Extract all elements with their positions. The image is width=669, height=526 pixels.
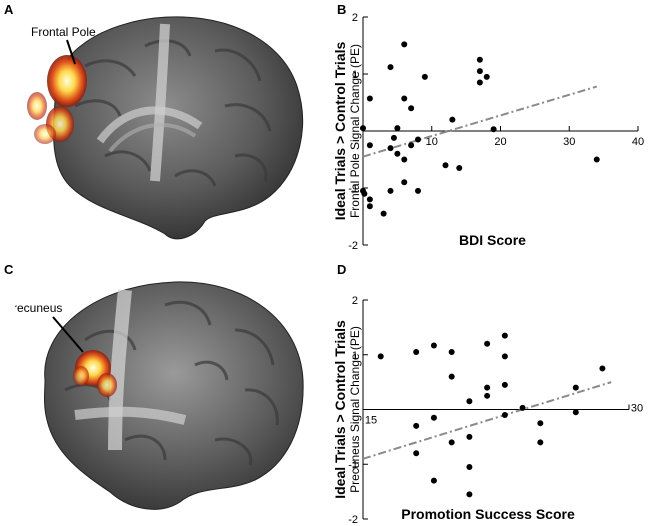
data-point [448,373,455,380]
y-tick-label: -1 [348,183,358,195]
data-point [366,203,373,210]
data-point [401,95,408,102]
data-point [449,116,456,123]
data-point [484,392,491,399]
data-point [408,105,415,112]
data-point [390,134,397,141]
data-point [442,162,449,169]
data-point [593,156,600,163]
data-point [366,196,373,203]
data-point [484,384,491,391]
data-point [501,332,508,339]
data-point [408,142,415,149]
scatter-chart-promotion: 2 1 -1 -2 15 30 Ideal Trials > Control Trials… [335,295,643,524]
data-point [380,210,387,217]
data-point [413,422,420,429]
data-point [466,433,473,440]
data-point [537,439,544,446]
data-point [366,142,373,149]
y-tick-label: 1 [352,69,358,81]
x-tick-label: 10 [426,136,438,148]
y-axis-title-main: Ideal Trials > Control Trials [335,42,348,221]
data-point [466,463,473,470]
data-point [456,165,463,172]
scatter-chart-bdi: 2 1 -1 -2 10 20 30 40 Ideal Trials > Control Tr… [335,12,644,252]
data-point [476,68,483,75]
data-point [394,125,401,132]
data-point [387,64,394,71]
data-point [501,353,508,360]
x-tick-label: 30 [563,136,575,148]
brain-label-precuneus: Precuneus [15,301,62,315]
activation-frontal-pole [47,55,87,107]
data-point [484,340,491,347]
panel-letter-b: B [337,2,347,17]
data-point [501,381,508,388]
data-point [413,349,420,356]
data-point [401,156,408,163]
x-tick-label: 20 [494,136,506,148]
panel-letter-d: D [337,262,347,277]
x-axis-title: BDI Score [459,232,526,248]
data-point [361,190,368,197]
data-point [483,73,490,80]
data-point [360,125,366,132]
panel-letter-a: A [4,2,14,17]
y-axis-title-sub: Frontal Pole Signal Change (PE) [348,44,362,218]
data-point [415,136,421,143]
data-point [421,73,428,80]
data-point [430,477,437,484]
data-point [430,414,437,421]
y-tick-label: -2 [348,514,358,524]
brain-outline [44,281,304,510]
brain-label-frontal-pole: Frontal Pole [31,25,96,39]
y-axis-title-main: Ideal Trials > Control Trials [335,320,348,499]
data-point [387,187,394,194]
data-point [387,145,394,152]
x-tick-label: 40 [632,136,644,148]
data-point [415,187,421,194]
brain-image-frontal: Frontal Pole [27,16,303,240]
y-tick-label: 2 [352,12,358,24]
data-point [448,439,455,446]
data-point [572,384,579,391]
data-point [413,450,420,457]
data-point [377,353,384,360]
trend-line [362,381,612,460]
x-axis-title: Promotion Success Score [401,506,575,522]
data-point [448,349,455,356]
data-point [519,404,526,411]
data-point [466,491,473,498]
data-point [490,126,497,133]
data-point [430,342,437,349]
data-point [366,95,373,102]
trend-line [362,85,598,158]
brain-image-precuneus: Precuneus [15,281,304,510]
y-tick-label: 1 [352,350,358,362]
data-point [501,411,508,418]
data-point [599,365,606,372]
data-point [401,41,408,48]
data-point [394,150,401,157]
data-point [537,420,544,427]
data-point [572,409,579,416]
y-tick-label: -2 [348,240,358,252]
data-point [476,56,483,63]
x-tick-label: 30 [631,403,643,415]
data-point [476,79,483,86]
y-axis-title-sub: Precuneus Signal Change (PE) [348,326,362,493]
y-tick-label: 2 [352,295,358,307]
data-point [401,179,408,186]
data-point [466,398,473,405]
panel-letter-c: C [4,262,14,277]
y-tick-label: -1 [348,459,358,471]
x-tick-label: 15 [365,415,377,427]
